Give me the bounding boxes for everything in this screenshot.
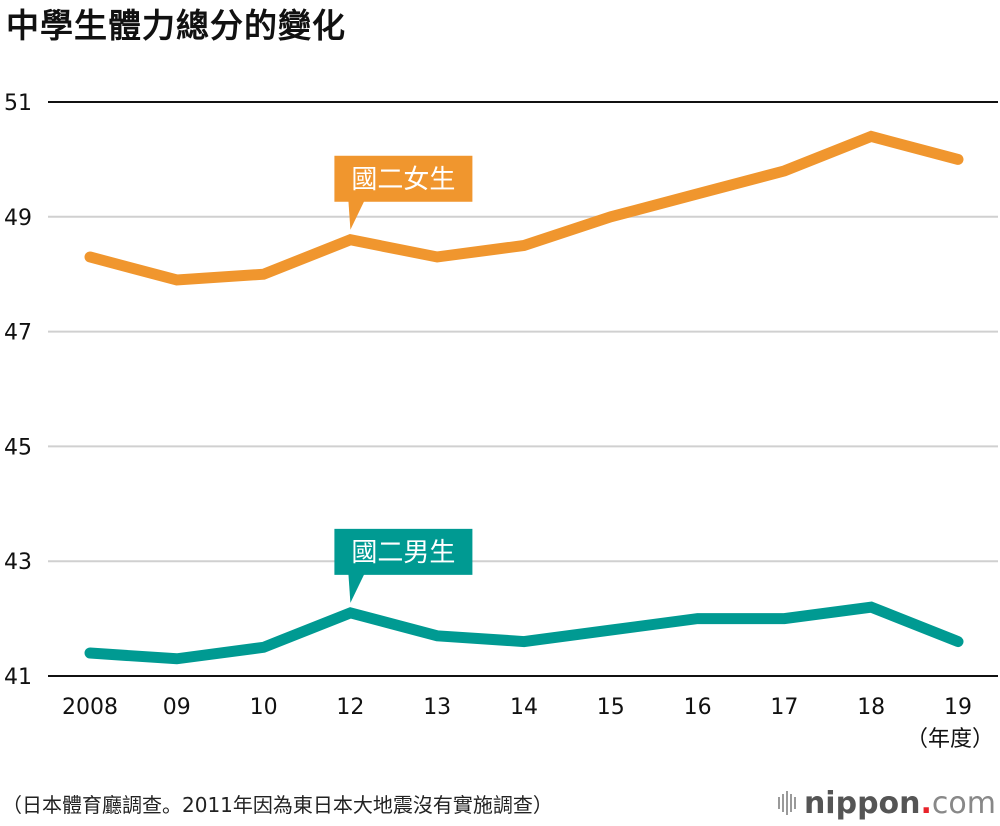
y-tick-label: 49 <box>4 206 32 231</box>
x-tick-label: 13 <box>423 695 451 720</box>
x-axis-label: （年度） <box>906 727 994 752</box>
callout-label: 國二女生 <box>351 165 455 195</box>
callout-pointer <box>348 200 365 230</box>
y-tick-label: 51 <box>4 91 32 116</box>
y-tick-label: 45 <box>4 435 32 460</box>
x-tick-label: 16 <box>684 695 712 720</box>
nippon-logo[interactable]: nippon.com <box>777 784 996 822</box>
callout-label: 國二男生 <box>351 538 455 568</box>
callout-box <box>334 528 473 575</box>
callout-box <box>334 155 473 202</box>
logo-brand: nippon <box>803 785 921 821</box>
x-tick-label: 18 <box>857 695 885 720</box>
callout-pointer <box>348 573 365 603</box>
x-tick-label: 10 <box>250 695 278 720</box>
y-tick-label: 47 <box>4 321 32 346</box>
series-callout: 國二男生 <box>334 528 473 603</box>
logo-bars-icon <box>777 791 796 815</box>
gridlines <box>48 101 998 677</box>
series-lines <box>84 130 964 665</box>
y-tick-label: 43 <box>4 550 32 575</box>
y-axis-ticks: 41 43 45 47 49 51 <box>4 91 32 690</box>
x-tick-label: 2008 <box>62 695 118 720</box>
x-tick-label: 12 <box>336 695 364 720</box>
x-axis-ticks: 2008 09 10 12 13 14 15 16 17 18 19 <box>62 695 972 720</box>
source-note: （日本體育廳調查。2011年因為東日本大地震沒有實施調查） <box>2 793 553 817</box>
logo-dot: . <box>920 785 932 821</box>
x-tick-label: 09 <box>163 695 191 720</box>
series-callout: 國二女生 <box>334 155 473 230</box>
series-line-girls <box>84 130 964 286</box>
x-tick-label: 19 <box>944 695 972 720</box>
x-tick-label: 17 <box>770 695 798 720</box>
logo-suffix: com <box>931 785 996 821</box>
x-tick-label: 15 <box>597 695 625 720</box>
x-tick-label: 14 <box>510 695 538 720</box>
logo-wordmark: nippon.com <box>804 786 996 821</box>
y-tick-label: 41 <box>4 665 32 690</box>
line-chart: 41 43 45 47 49 51 2008 09 10 12 13 14 15 16 17 18 19 （年… <box>4 91 998 752</box>
chart-title: 中學生體力總分的變化 <box>6 6 346 45</box>
series-line-boys <box>84 601 964 665</box>
